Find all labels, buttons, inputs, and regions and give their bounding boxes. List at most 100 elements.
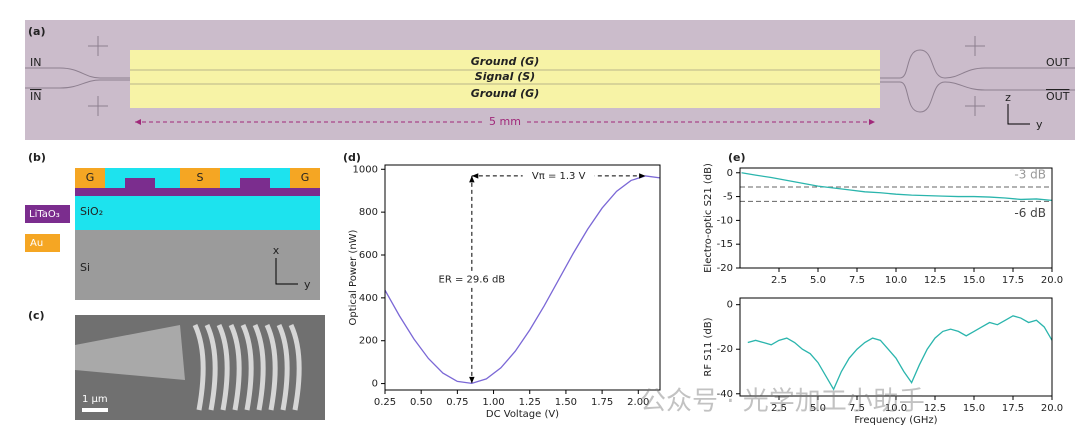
electrode-label: Signal (S) — [475, 70, 535, 83]
scale-bar-label: 1 µm — [82, 394, 108, 405]
x-tick-label: 1.00 — [482, 397, 504, 408]
si-layer — [75, 230, 320, 300]
legend-label: LiTaO₃ — [29, 209, 60, 220]
plot-frame — [384, 164, 661, 391]
x-tick-label: 2.5 — [771, 275, 787, 286]
x-tick-label: 15.0 — [963, 403, 985, 414]
arrow-head — [469, 376, 475, 384]
y-tick-label: 600 — [359, 250, 378, 261]
data-line — [384, 175, 661, 385]
axes-icon — [275, 258, 298, 285]
y-tick-label: 0 — [727, 168, 733, 179]
annotation: ER = 29.6 dB — [439, 275, 506, 286]
watermark: 公众号 · 光学加工小助手 — [640, 387, 925, 417]
label-bg — [485, 114, 525, 130]
x-tick-label: 1.75 — [591, 397, 613, 408]
y-tick-label: 0 — [372, 379, 378, 390]
axis-label: y — [304, 278, 311, 291]
x-tick-label: 5.0 — [810, 275, 826, 286]
y-tick-label: 800 — [359, 207, 378, 218]
ridge — [240, 178, 270, 188]
x-axis-label: DC Voltage (V) — [486, 409, 559, 420]
y-tick-label: 1000 — [353, 164, 378, 175]
x-tick-label: 12.5 — [924, 275, 946, 286]
y-tick-label: -20 — [717, 263, 733, 274]
legend-swatch — [25, 234, 60, 252]
x-axis-label: Frequency (GHz) — [854, 415, 937, 426]
x-tick-label: 7.5 — [849, 275, 865, 286]
x-tick-label: 20.0 — [1041, 403, 1063, 414]
y-tick-label: 400 — [359, 293, 378, 304]
electrode — [290, 168, 320, 188]
port-label: IN — [30, 56, 41, 69]
waveguides — [25, 36, 1075, 116]
legend-label: Au — [30, 238, 43, 249]
axis-label: y — [1036, 118, 1043, 131]
arrow-head — [469, 175, 475, 183]
port-label: OUT — [1046, 90, 1070, 103]
y-tick-label: -5 — [723, 192, 733, 203]
x-tick-label: 17.5 — [1002, 403, 1024, 414]
y-tick-label: 0 — [727, 300, 733, 311]
electrode-region — [130, 50, 880, 108]
axis-label: x — [273, 244, 280, 257]
x-tick-label: 12.5 — [924, 403, 946, 414]
electrode-label: S — [197, 171, 204, 184]
layer-label: Si — [80, 261, 90, 274]
arrow-head — [471, 173, 479, 179]
length-label: 5 mm — [489, 115, 521, 128]
grating — [192, 323, 302, 411]
annotation-bg — [435, 271, 508, 288]
y-tick-label: 200 — [359, 336, 378, 347]
x-tick-label: 0.25 — [374, 397, 396, 408]
reference-label: -3 dB — [1014, 168, 1046, 182]
x-tick-label: 10.0 — [885, 275, 907, 286]
ridge — [125, 178, 155, 188]
electrode-label: G — [301, 171, 310, 184]
y-axis-label: Electro-optic S21 (dB) — [703, 163, 714, 273]
x-tick-label: 7.5 — [849, 403, 865, 414]
panel-label: (e) — [728, 151, 746, 164]
data-line — [741, 172, 1053, 202]
x-tick-label: 10.0 — [885, 403, 907, 414]
arrow-head — [639, 173, 646, 179]
y-tick-label: -10 — [717, 215, 733, 226]
x-tick-label: 1.25 — [519, 397, 541, 408]
electrode — [75, 168, 105, 188]
x-tick-label: 20.0 — [1041, 275, 1063, 286]
y-tick-label: -20 — [717, 344, 733, 355]
reference-label: -6 dB — [1014, 206, 1046, 220]
litao3-layer — [75, 188, 320, 196]
x-tick-label: 15.0 — [963, 275, 985, 286]
annotation-bg — [522, 167, 595, 184]
y-tick-label: -40 — [717, 389, 733, 400]
port-label: OUT — [1046, 56, 1070, 69]
electrode — [180, 168, 220, 188]
axes-icon — [1007, 104, 1030, 125]
layer-label: SiO₂ — [80, 205, 103, 218]
x-tick-label: 0.75 — [446, 397, 468, 408]
data-line — [747, 315, 1053, 391]
electrode-label: G — [86, 171, 95, 184]
panel-label: (d) — [343, 151, 361, 164]
x-tick-label: 2.00 — [627, 397, 649, 408]
annotation: Vπ = 1.3 V — [532, 171, 586, 182]
x-tick-label: 1.50 — [555, 397, 577, 408]
plot-frame — [739, 297, 1053, 397]
electrode-label: Ground (G) — [471, 87, 539, 100]
panel-label: (b) — [28, 151, 46, 164]
legend-swatch — [25, 205, 70, 223]
scale-bar — [82, 408, 108, 412]
port-label: IN — [30, 90, 41, 103]
panel-label: (c) — [28, 309, 45, 322]
sio2-layer — [75, 196, 320, 230]
electrode-label: Ground (G) — [471, 55, 539, 68]
x-tick-label: 5.0 — [810, 403, 826, 414]
y-axis-label: RF S11 (dB) — [703, 317, 714, 376]
taper — [75, 325, 185, 380]
panel-label: (a) — [28, 25, 45, 38]
y-axis-label: Optical Power (nW) — [348, 229, 359, 325]
x-tick-label: 0.50 — [410, 397, 432, 408]
y-tick-label: -15 — [717, 239, 733, 250]
